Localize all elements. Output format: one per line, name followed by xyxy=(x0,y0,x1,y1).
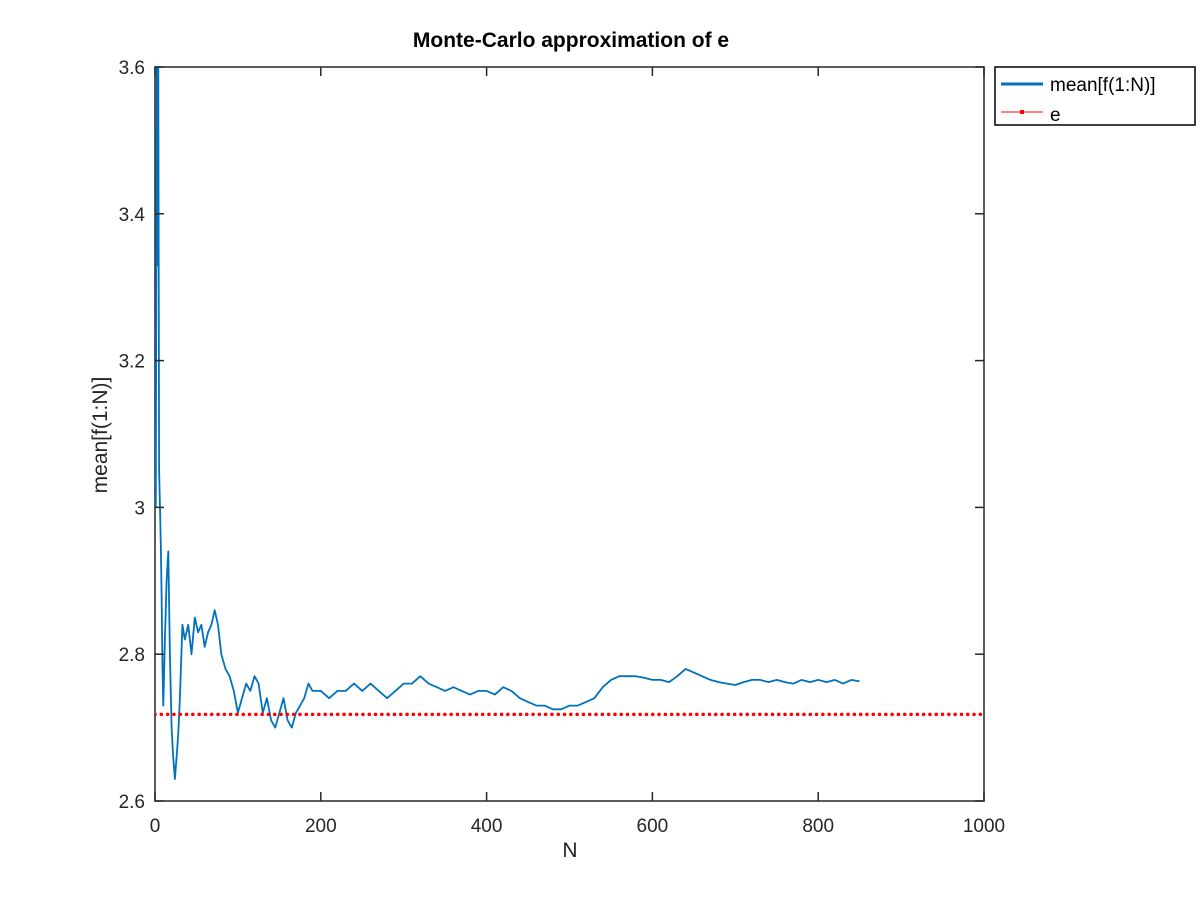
chart-title: Monte-Carlo approximation of e xyxy=(413,29,729,52)
x-tick-label: 1000 xyxy=(963,816,1005,837)
x-tick-label: 200 xyxy=(305,816,337,837)
y-tick-label: 2.8 xyxy=(119,645,145,666)
series-line-mean xyxy=(155,67,860,780)
x-axis-title: N xyxy=(562,839,577,862)
y-tick-label: 3.6 xyxy=(119,58,145,79)
x-tick-label: 0 xyxy=(150,816,161,837)
x-tick-label: 600 xyxy=(637,816,669,837)
y-tick-label: 3.2 xyxy=(119,352,145,373)
axes-box xyxy=(154,66,985,802)
y-tick-label: 3.4 xyxy=(119,205,146,226)
x-tick-label: 800 xyxy=(802,816,834,837)
y-tick-label: 2.6 xyxy=(119,792,145,813)
y-tick-label: 3 xyxy=(134,498,145,519)
legend-marker-e xyxy=(1020,110,1024,114)
y-axis-title: mean[f(1:N)] xyxy=(89,377,112,494)
x-tick-label: 400 xyxy=(471,816,503,837)
legend-label-mean: mean[f(1:N)] xyxy=(1050,75,1156,96)
legend-label-e: e xyxy=(1050,105,1061,126)
legend-box xyxy=(994,66,1196,126)
plot-area: 0 200 400 600 800 1000 2.6 2.8 3 3.2 3.4 3.6 xyxy=(119,58,1006,837)
legend: mean[f(1:N)] e xyxy=(994,66,1196,126)
